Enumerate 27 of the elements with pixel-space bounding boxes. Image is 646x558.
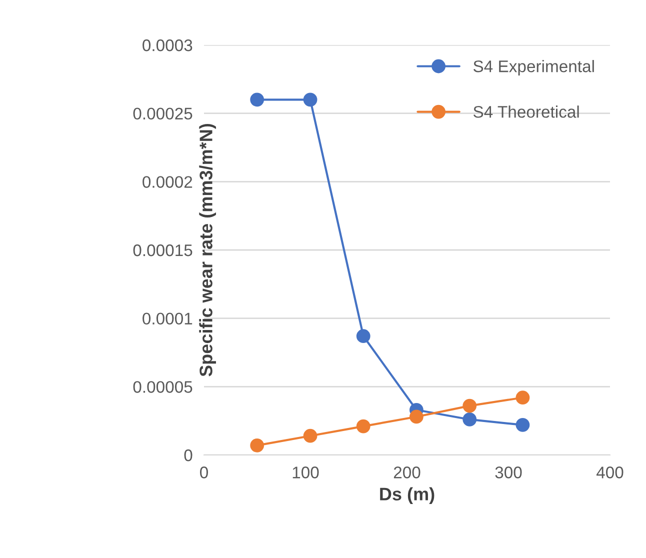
x-tick-label: 400 [596,466,624,478]
y-tick-label: 0.00025 [133,108,192,120]
point [303,428,318,443]
y-tick-label: 0.0001 [142,312,192,325]
x-axis-title: Ds (m) [380,487,434,504]
x-tick-label: 200 [394,466,420,478]
y-tick-label: 0.00015 [133,244,192,256]
point [250,92,264,107]
point [516,390,530,405]
legend-label: S4 Experimental [473,60,594,76]
legend-label: S4 Theoretical [473,106,579,118]
point [303,92,318,107]
point [462,398,477,413]
point [356,419,370,434]
y-tick-label: 0.0003 [142,39,192,52]
x-tick-label: 100 [292,466,319,478]
x-tick-label: 300 [495,466,522,478]
y-tick-label: 0.00005 [133,381,192,393]
point [250,438,264,452]
point [462,412,477,426]
point [409,410,424,424]
y-tick-label: 0 [184,449,192,462]
point [516,418,530,432]
y-tick-label: 0.0002 [142,176,192,188]
y-axis-title: Specific wear rate (mm3/m*N) [199,124,216,376]
point [356,329,370,344]
x-tick-label: 0 [200,466,208,478]
